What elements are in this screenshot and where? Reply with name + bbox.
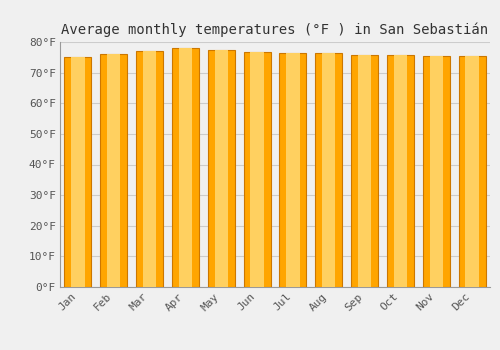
Bar <box>250 52 264 287</box>
Bar <box>458 56 485 287</box>
Bar <box>208 50 234 287</box>
Bar <box>136 50 163 287</box>
Bar <box>430 56 443 287</box>
Bar <box>394 56 407 287</box>
Bar <box>107 54 120 287</box>
Bar <box>214 50 228 287</box>
Bar <box>316 53 342 287</box>
Bar <box>358 55 372 287</box>
Bar <box>286 53 300 287</box>
Bar <box>71 57 85 287</box>
Bar <box>387 56 414 287</box>
Bar <box>351 55 378 287</box>
Bar <box>466 56 479 287</box>
Bar <box>280 53 306 287</box>
Bar <box>322 53 336 287</box>
Bar <box>143 50 156 287</box>
Bar <box>172 48 199 287</box>
Bar <box>244 52 270 287</box>
Bar <box>178 48 192 287</box>
Bar <box>100 54 127 287</box>
Title: Average monthly temperatures (°F ) in San Sebastián: Average monthly temperatures (°F ) in Sa… <box>62 22 488 37</box>
Bar <box>423 56 450 287</box>
Bar <box>64 57 92 287</box>
